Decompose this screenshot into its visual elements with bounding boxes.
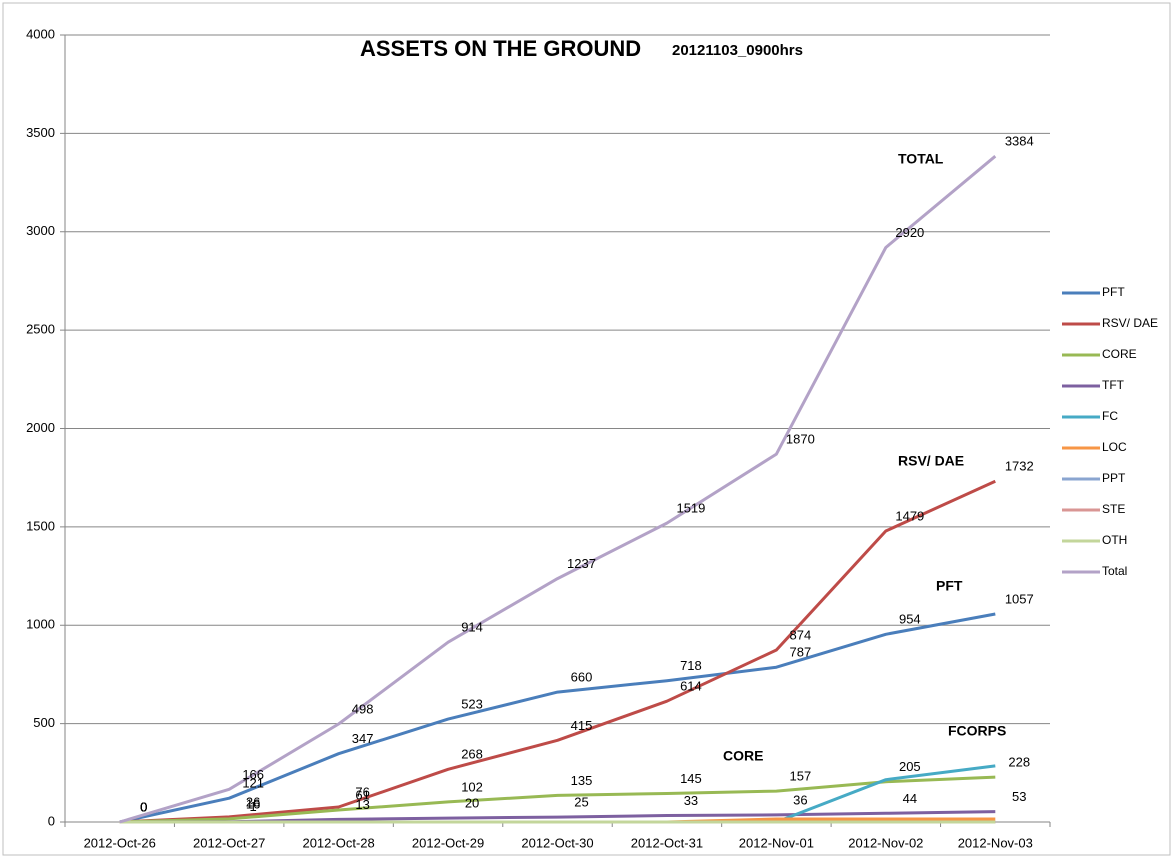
series-line [119,775,996,824]
data-label: 1057 [1005,591,1034,606]
legend-label: LOC [1102,440,1127,454]
data-label: 20 [465,796,479,811]
y-tick-label: 2500 [26,322,55,337]
legend-label: RSV/ DAE [1102,316,1158,330]
data-label: 166 [242,767,264,782]
x-tick-label: 2012-Oct-27 [193,835,265,850]
data-label: 145 [680,771,702,786]
data-label: 874 [790,627,812,642]
data-label: 1519 [676,501,705,516]
data-label: 121 [242,776,264,791]
data-label: 1732 [1005,459,1034,474]
data-label: 1870 [786,432,815,447]
data-label: 3384 [1005,134,1034,149]
data-label: 228 [1008,755,1030,770]
data-label: 135 [571,773,593,788]
series-line [119,479,996,824]
data-label: 954 [899,612,921,627]
y-tick-label: 3000 [26,223,55,238]
data-label: 1 [250,799,257,814]
data-label: 157 [790,769,812,784]
y-tick-label: 1500 [26,518,55,533]
y-tick-label: 3500 [26,125,55,140]
data-label: 76 [355,784,369,799]
legend-label: STE [1102,502,1125,516]
x-tick-label: 2012-Nov-02 [848,835,923,850]
y-tick-label: 1000 [26,617,55,632]
data-label: 718 [680,658,702,673]
legend-label: PPT [1102,471,1126,485]
x-tick-label: 2012-Nov-01 [739,835,814,850]
legend-label: PFT [1102,285,1125,299]
data-label: 1237 [567,556,596,571]
data-label: 415 [571,718,593,733]
data-label: 787 [790,645,812,660]
data-label: 1479 [895,508,924,523]
annotation: FCORPS [948,723,1006,739]
data-label: 498 [352,701,374,716]
annotation: TOTAL [898,151,944,167]
x-tick-label: 2012-Oct-29 [412,835,484,850]
y-tick-label: 0 [48,813,55,828]
legend-label: FC [1102,409,1118,423]
x-tick-label: 2012-Oct-26 [84,835,156,850]
y-tick-label: 4000 [26,26,55,41]
data-label: 347 [352,731,374,746]
data-label: 0 [140,799,147,814]
series-line [775,764,996,824]
x-tick-label: 2012-Oct-28 [302,835,374,850]
x-tick-label: 2012-Oct-30 [521,835,593,850]
legend-label: TFT [1102,378,1125,392]
data-label: 53 [1012,789,1026,804]
data-label: 33 [684,793,698,808]
series-line [119,155,997,824]
data-label: 660 [571,670,593,685]
x-tick-label: 2012-Oct-31 [631,835,703,850]
annotation: PFT [936,578,963,594]
data-label: 2920 [895,225,924,240]
data-label: 16 [246,796,260,811]
data-label: 614 [680,679,702,694]
data-label: 0 [140,799,147,814]
x-tick-label: 2012-Nov-03 [958,835,1033,850]
legend-label: OTH [1102,533,1127,547]
data-label: 0 [140,799,147,814]
data-label: 0 [140,799,147,814]
legend-label: Total [1102,564,1127,578]
data-label: 914 [461,620,483,635]
y-tick-label: 2000 [26,420,55,435]
annotation: CORE [723,748,763,764]
data-label: 61 [355,787,369,802]
data-label: 44 [903,791,917,806]
data-label: 102 [461,779,483,794]
y-tick-label: 500 [33,715,55,730]
data-label: 268 [461,747,483,762]
chart-subtitle: 20121103_0900hrs [672,42,803,59]
annotation: RSV/ DAE [898,453,964,469]
legend-label: CORE [1102,347,1137,361]
chart-title: ASSETS ON THE GROUND [360,36,641,61]
data-label: 25 [574,795,588,810]
data-label: 13 [355,797,369,812]
data-label: 205 [899,759,921,774]
data-label: 0 [140,799,147,814]
data-label: 36 [793,792,807,807]
data-label: 26 [246,794,260,809]
data-label: 523 [461,697,483,712]
series-line [119,612,996,824]
